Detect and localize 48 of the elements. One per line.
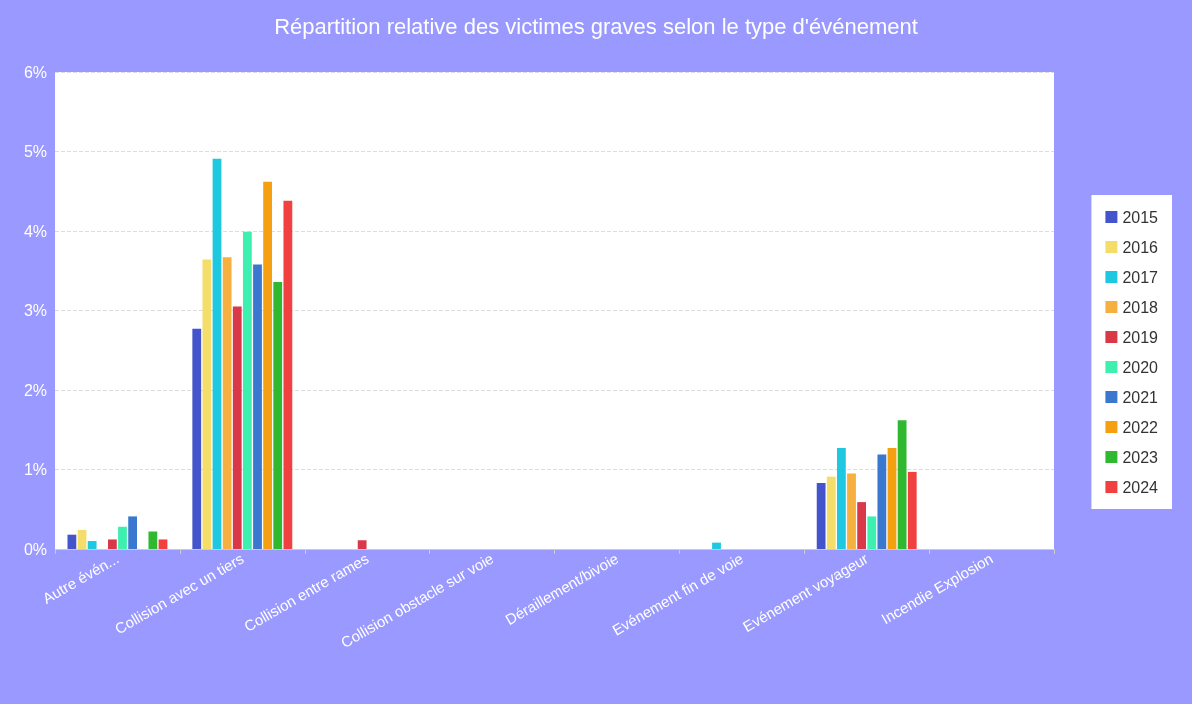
legend-label: 2022	[1122, 418, 1159, 436]
bar	[148, 531, 158, 549]
bar	[826, 476, 836, 549]
bar	[192, 328, 202, 549]
bar	[118, 526, 127, 549]
bar	[242, 231, 252, 549]
y-tick-label: 4%	[23, 222, 47, 240]
bar	[77, 529, 87, 549]
bar	[867, 516, 877, 549]
bar	[357, 540, 367, 549]
bar	[712, 542, 721, 549]
legend-label: 2019	[1122, 328, 1159, 346]
bar	[897, 420, 907, 549]
bar	[877, 454, 887, 549]
y-tick-label: 6%	[23, 63, 47, 81]
y-tick-label: 3%	[23, 302, 47, 319]
bar	[283, 200, 293, 549]
y-tick-label: 5%	[23, 143, 47, 160]
legend-label: 2021	[1122, 388, 1159, 406]
bar	[836, 448, 846, 549]
legend-label: 2020	[1122, 358, 1159, 376]
bar	[887, 448, 897, 549]
bar	[222, 257, 232, 549]
legend-label: 2015	[1122, 208, 1159, 226]
bar	[212, 158, 222, 549]
bar	[816, 483, 826, 549]
legend-label: 2016	[1122, 238, 1159, 256]
legend-label: 2024	[1122, 478, 1159, 496]
y-tick-label: 0%	[23, 540, 47, 558]
legend-label: 2023	[1122, 448, 1159, 466]
bar	[263, 181, 273, 549]
y-tick-label: 2%	[23, 381, 47, 399]
chart-title: Répartition relative des victimes graves selon le type d'événement	[274, 13, 918, 39]
bar	[273, 281, 283, 549]
bar	[87, 541, 97, 549]
legend-label: 2017	[1122, 268, 1159, 286]
bar	[857, 502, 867, 549]
bar	[202, 259, 212, 549]
bar	[253, 264, 262, 549]
legend-label: 2018	[1122, 298, 1159, 316]
bar	[128, 516, 138, 549]
bar	[232, 306, 242, 549]
bar	[158, 539, 168, 549]
y-tick-label: 1%	[23, 461, 47, 478]
bar	[907, 471, 917, 549]
bar	[107, 539, 117, 549]
bar	[847, 473, 856, 549]
bar	[67, 534, 77, 549]
